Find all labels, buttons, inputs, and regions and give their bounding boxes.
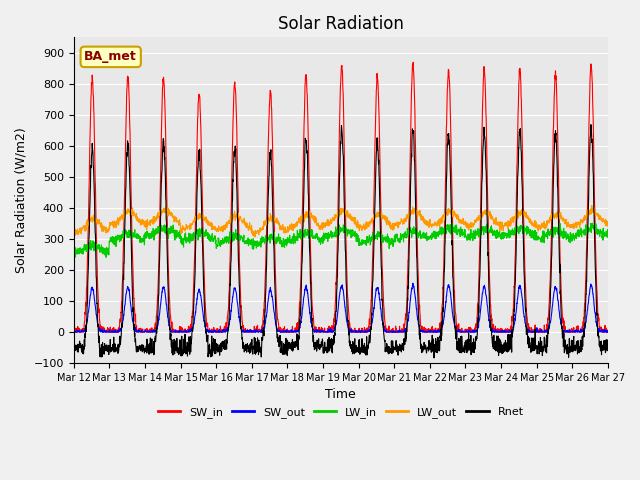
Line: SW_in: SW_in: [74, 62, 608, 332]
SW_in: [356, 329, 364, 335]
LW_out: [356, 223, 364, 229]
LW_in: [356, 241, 364, 247]
Rnet: [604, 344, 612, 349]
Rnet: [587, 122, 595, 128]
SW_out: [557, 322, 565, 328]
Line: SW_out: SW_out: [74, 283, 608, 332]
Line: LW_out: LW_out: [74, 205, 608, 237]
LW_in: [102, 254, 110, 260]
SW_out: [70, 329, 77, 335]
SW_out: [572, 327, 580, 333]
LW_out: [219, 225, 227, 231]
X-axis label: Time: Time: [325, 388, 356, 401]
SW_in: [557, 281, 564, 287]
LW_out: [70, 229, 77, 235]
Legend: SW_in, SW_out, LW_in, LW_out, Rnet: SW_in, SW_out, LW_in, LW_out, Rnet: [154, 403, 528, 422]
LW_in: [219, 236, 227, 241]
LW_in: [557, 230, 565, 236]
Rnet: [557, 308, 564, 314]
LW_in: [497, 231, 504, 237]
Rnet: [219, 338, 227, 344]
LW_out: [496, 222, 504, 228]
LW_in: [335, 220, 342, 226]
Rnet: [572, 348, 580, 354]
LW_out: [572, 219, 580, 225]
Line: Rnet: Rnet: [74, 125, 608, 358]
SW_out: [356, 329, 364, 335]
LW_in: [572, 230, 580, 236]
Rnet: [430, 355, 438, 361]
LW_out: [252, 234, 259, 240]
Rnet: [70, 346, 77, 351]
SW_in: [604, 329, 612, 335]
SW_out: [604, 329, 612, 335]
SW_out: [71, 329, 79, 335]
LW_out: [604, 221, 612, 227]
Rnet: [496, 337, 504, 343]
SW_in: [410, 60, 417, 65]
Text: BA_met: BA_met: [84, 50, 137, 63]
LW_out: [368, 216, 376, 221]
Rnet: [356, 350, 364, 356]
LW_out: [557, 215, 564, 220]
SW_out: [409, 280, 417, 286]
SW_in: [70, 329, 77, 335]
Y-axis label: Solar Radiation (W/m2): Solar Radiation (W/m2): [15, 127, 28, 273]
Line: LW_in: LW_in: [74, 223, 608, 257]
Title: Solar Radiation: Solar Radiation: [278, 15, 404, 33]
SW_out: [368, 321, 376, 326]
SW_out: [219, 327, 227, 333]
SW_in: [496, 326, 504, 332]
LW_in: [604, 234, 612, 240]
LW_out: [588, 203, 596, 208]
SW_in: [219, 327, 227, 333]
LW_in: [70, 253, 77, 259]
LW_in: [368, 237, 376, 243]
SW_in: [572, 329, 580, 335]
Rnet: [368, 311, 376, 316]
SW_out: [497, 329, 504, 335]
SW_in: [368, 286, 376, 291]
